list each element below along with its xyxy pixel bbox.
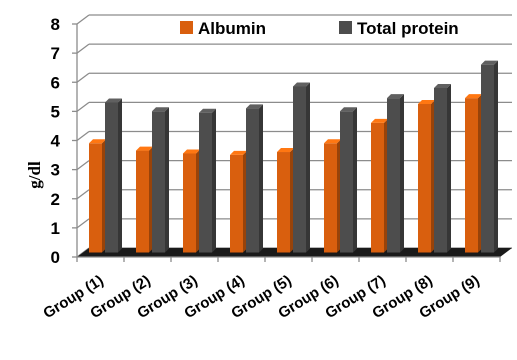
- y-tick-label: 4: [51, 132, 61, 151]
- y-tick-label: 6: [51, 73, 60, 92]
- bar-total-protein: [434, 83, 451, 253]
- bar-albumin: [230, 150, 247, 253]
- bar-total-protein: [481, 60, 498, 253]
- grid-connector: [76, 218, 90, 229]
- bar-total-protein: [246, 104, 263, 253]
- bar-albumin: [418, 99, 435, 253]
- bar-albumin: [371, 118, 388, 253]
- y-tick-label: 2: [51, 190, 60, 209]
- grid-connector: [76, 72, 90, 83]
- legend-item: Total protein: [339, 19, 459, 38]
- bar-albumin: [465, 94, 482, 253]
- bar-albumin: [277, 148, 294, 253]
- y-tick-label: 1: [51, 219, 60, 238]
- y-tick-label: 5: [51, 102, 60, 121]
- bar-albumin: [324, 139, 341, 253]
- bar-albumin: [136, 146, 153, 253]
- bar-total-protein: [199, 108, 216, 253]
- bar-albumin: [183, 149, 200, 253]
- bar-total-protein: [293, 82, 310, 253]
- y-tick-labels: 0 1 2 3 4 5 6 7 8: [51, 15, 61, 267]
- grid-connector: [76, 101, 90, 112]
- y-axis-label: g/dl: [25, 161, 44, 189]
- grid-connector: [76, 14, 90, 25]
- bar-albumin: [89, 139, 106, 253]
- bar-total-protein: [105, 98, 122, 253]
- y-tick-label: 3: [51, 161, 60, 180]
- bar-total-protein: [340, 107, 357, 253]
- legend: Albumin Total protein: [180, 19, 459, 38]
- y-tick-label: 0: [51, 248, 60, 267]
- legend-swatch: [180, 21, 193, 34]
- bars: [89, 60, 498, 253]
- legend-label: Albumin: [198, 19, 266, 38]
- legend-item: Albumin: [180, 19, 266, 38]
- legend-label: Total protein: [357, 19, 459, 38]
- x-tick-labels: Group (1)Group (2)Group (3)Group (4)Grou…: [40, 272, 482, 322]
- y-tick-label: 7: [51, 44, 60, 63]
- grid-connector: [76, 189, 90, 200]
- bar-total-protein: [152, 107, 169, 253]
- grid-connector: [76, 130, 90, 142]
- grid-connector: [76, 160, 90, 171]
- legend-swatch: [339, 21, 352, 34]
- y-tick-label: 8: [51, 15, 60, 34]
- bar-total-protein: [387, 94, 404, 253]
- grid-connector: [76, 43, 90, 54]
- axes: [72, 23, 501, 262]
